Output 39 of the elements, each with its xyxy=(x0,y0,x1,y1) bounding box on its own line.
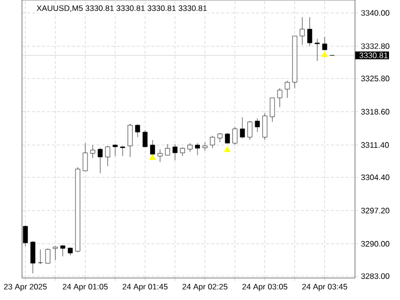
candlestick xyxy=(307,16,312,46)
candlestick xyxy=(247,120,252,140)
candlestick xyxy=(90,144,96,158)
candlestick xyxy=(52,246,58,260)
point xyxy=(224,146,231,152)
candlestick xyxy=(60,245,66,256)
candlestick xyxy=(128,124,133,158)
candlestick xyxy=(202,142,208,151)
candlestick xyxy=(210,136,215,148)
candlestick xyxy=(277,88,282,108)
candlestick xyxy=(188,142,192,152)
point xyxy=(149,154,156,160)
candlestick xyxy=(165,144,170,156)
candlestick xyxy=(217,132,222,142)
candlestick xyxy=(262,112,268,140)
candlestick xyxy=(195,142,200,156)
candlestick xyxy=(224,132,230,144)
candlestick xyxy=(82,142,88,172)
candlestick xyxy=(135,124,140,138)
candlestick xyxy=(98,148,103,174)
candlestick xyxy=(158,148,163,162)
candlestick xyxy=(300,16,305,45)
candlestick xyxy=(232,126,238,146)
candlestick xyxy=(172,144,178,160)
candlestick xyxy=(105,146,110,166)
candlestick xyxy=(120,146,126,156)
candlestick xyxy=(45,248,50,264)
candlestick xyxy=(254,118,260,132)
candlestick xyxy=(112,144,118,156)
candlestick xyxy=(30,240,36,274)
candlestick xyxy=(284,80,290,98)
candlestick xyxy=(150,140,156,154)
candlestick xyxy=(142,130,148,148)
point xyxy=(321,51,328,57)
candlestick xyxy=(240,117,245,138)
candlestick xyxy=(314,38,320,62)
candlestick xyxy=(322,36,328,50)
candlestick xyxy=(270,98,275,122)
candlestick xyxy=(180,147,185,156)
